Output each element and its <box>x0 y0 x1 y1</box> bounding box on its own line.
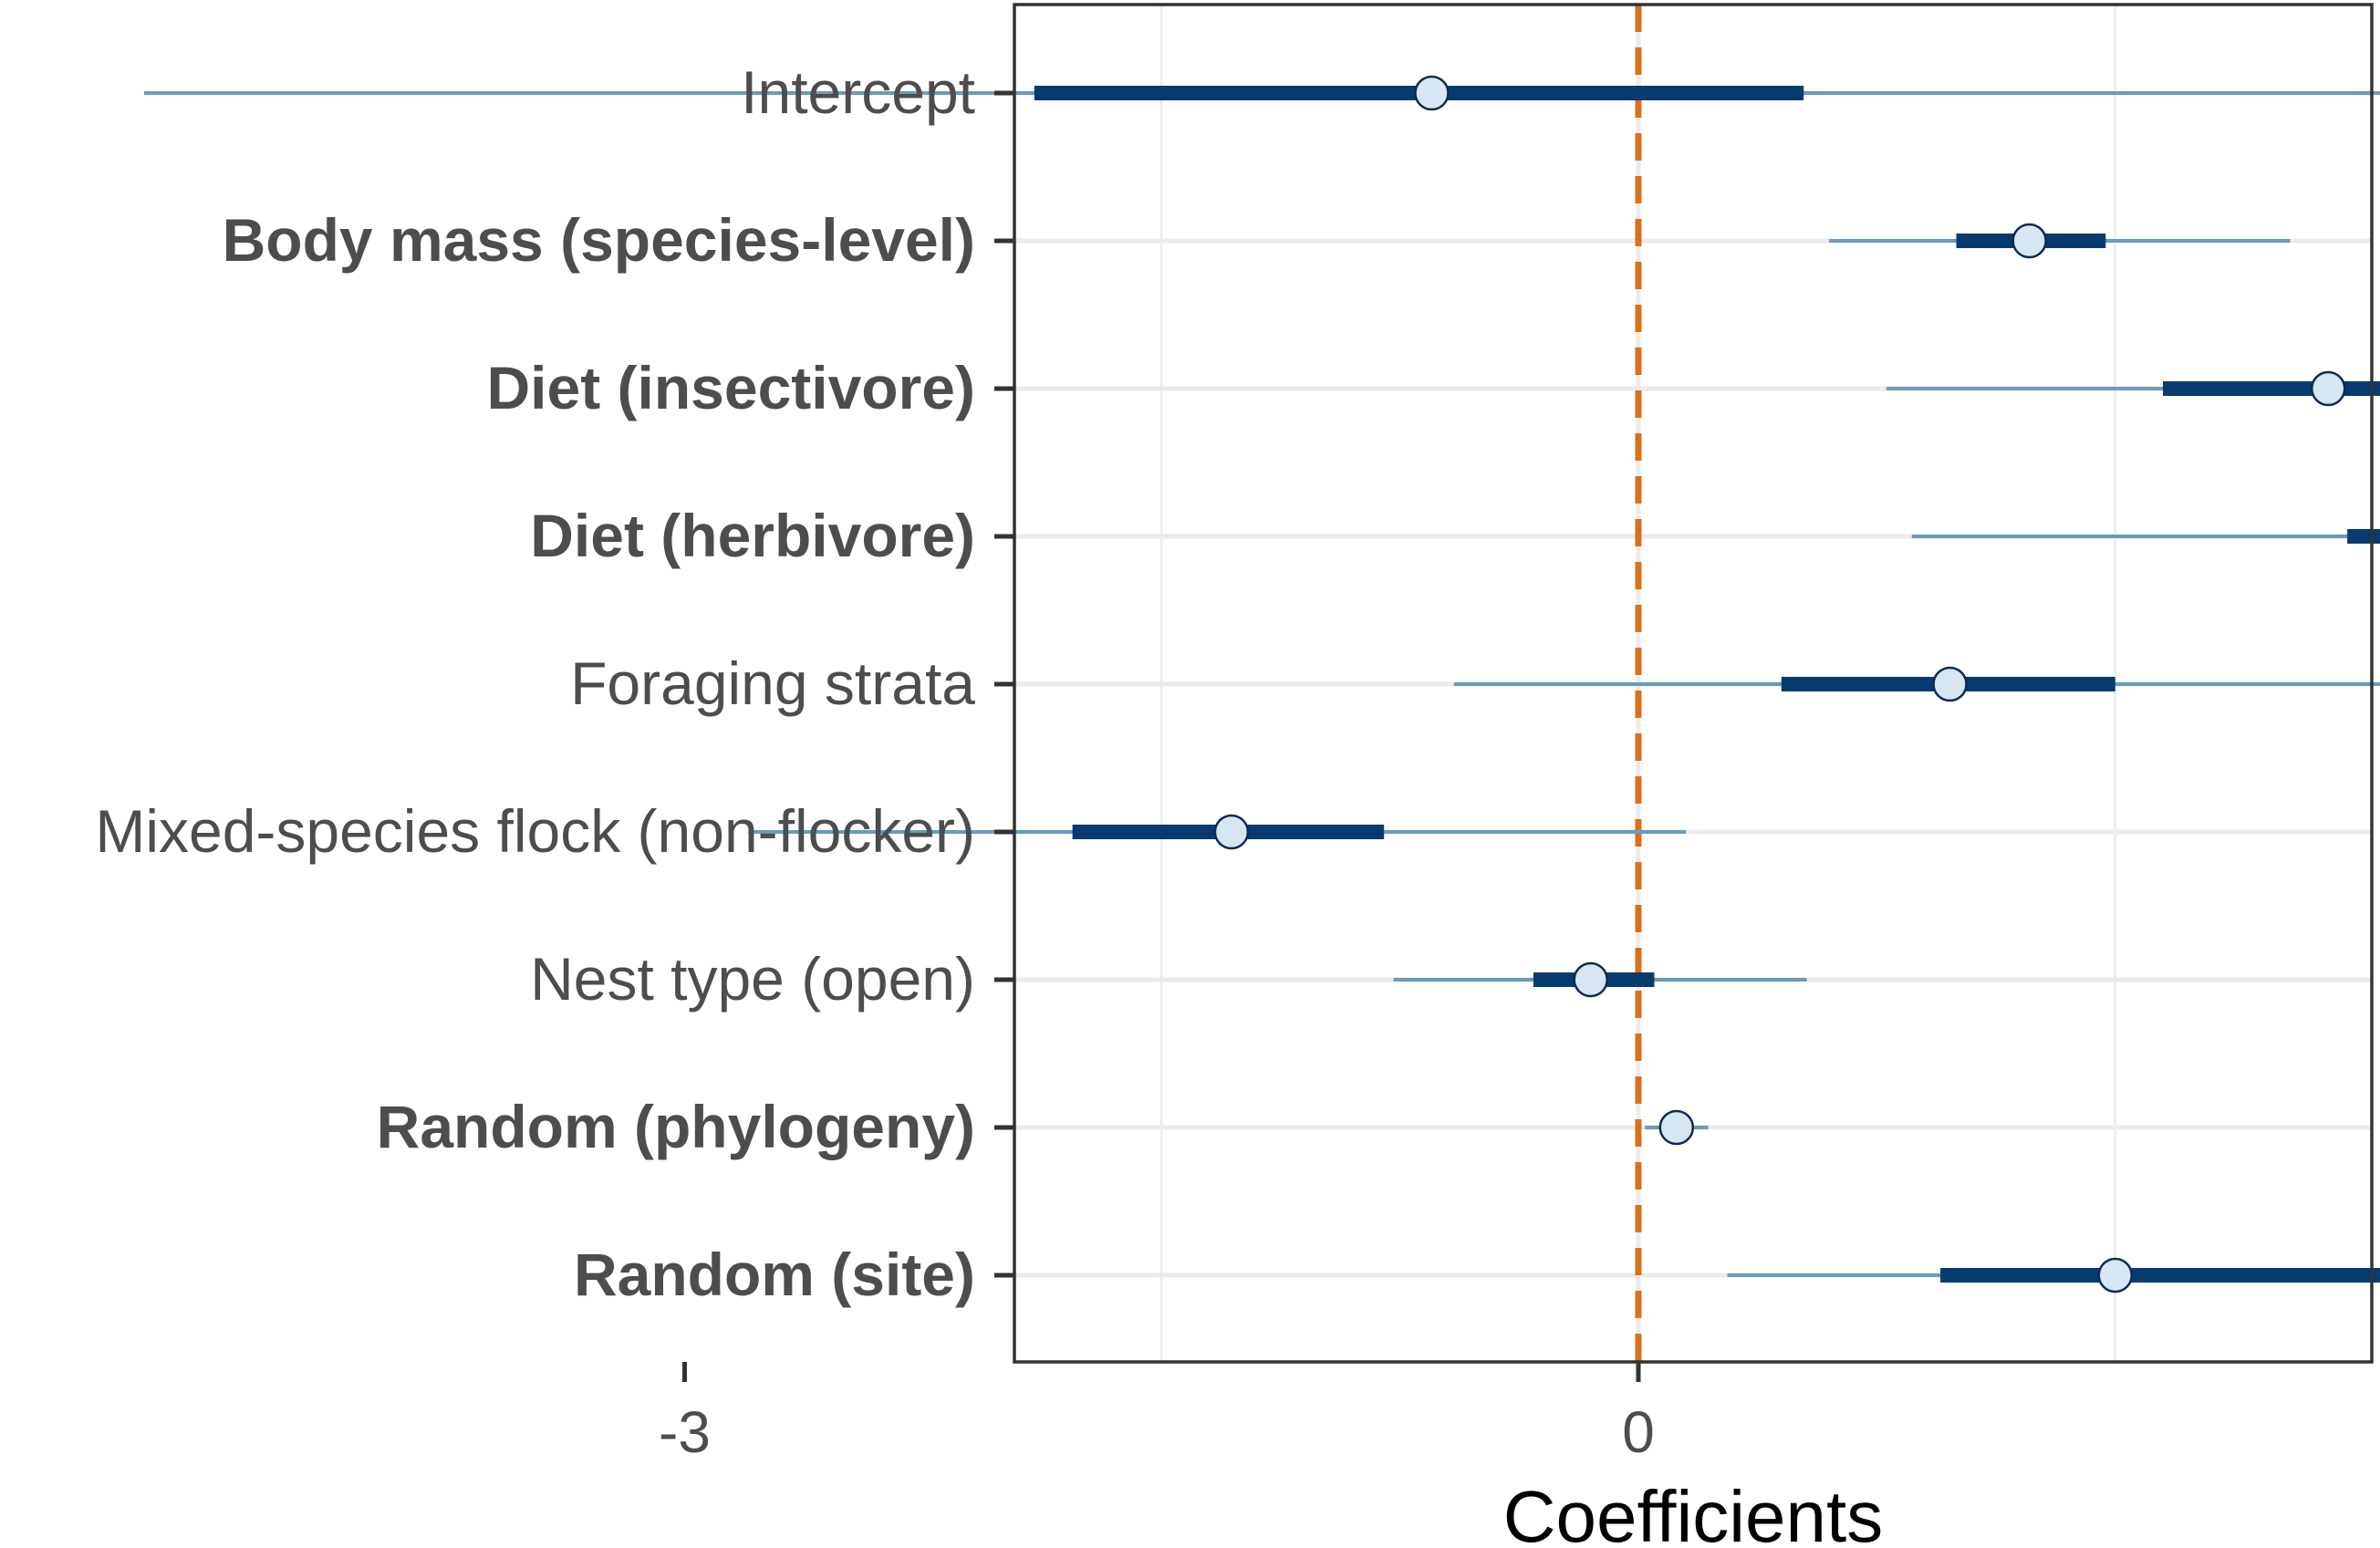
y-tick-label: Mixed-species flock (non-flocker) <box>95 797 975 865</box>
y-tick-label: Intercept <box>741 58 975 126</box>
x-tick-label: 0 <box>1622 1399 1655 1465</box>
coefficient-row <box>1829 223 2291 259</box>
x-tick-label: -3 <box>659 1399 711 1465</box>
point-estimate <box>1573 961 1608 998</box>
x-axis: -3036 <box>659 1362 1655 1465</box>
y-tick-label: Foraging strata <box>570 649 975 717</box>
y-tick-label: Diet (insectivore) <box>487 354 975 421</box>
y-tick-label: Random (site) <box>574 1241 975 1308</box>
y-tick-label: Random (phylogeny) <box>377 1093 975 1160</box>
y-tick-label: Diet (herbivore) <box>530 502 975 569</box>
point-estimate <box>2011 223 2047 259</box>
coefficient-row <box>1453 666 2380 702</box>
coefficient-row <box>1393 961 1807 998</box>
coefficient-row <box>1886 370 2380 407</box>
point-estimate <box>1213 814 1250 850</box>
coefficient-row <box>1911 529 2380 544</box>
point-estimate <box>1414 75 1450 111</box>
coefficient-row <box>748 814 1687 850</box>
point-estimate <box>2310 370 2346 407</box>
point-estimate <box>1658 1109 1695 1146</box>
point-estimate <box>2097 1257 2133 1293</box>
x-axis-title: Coefficients <box>1503 1476 1884 1548</box>
y-tick-label: Body mass (species-level) <box>223 206 975 274</box>
y-axis: Intercept Body mass (species-level) Diet (… <box>95 58 1014 1308</box>
y-tick-label: Nest type (open) <box>530 945 975 1013</box>
coefficient-intervals <box>144 75 2380 1293</box>
coefficient-row <box>144 75 2380 111</box>
coefficient-row <box>1727 1257 2380 1293</box>
point-estimate <box>1932 666 1968 702</box>
coefficient-row <box>1644 1109 1709 1146</box>
